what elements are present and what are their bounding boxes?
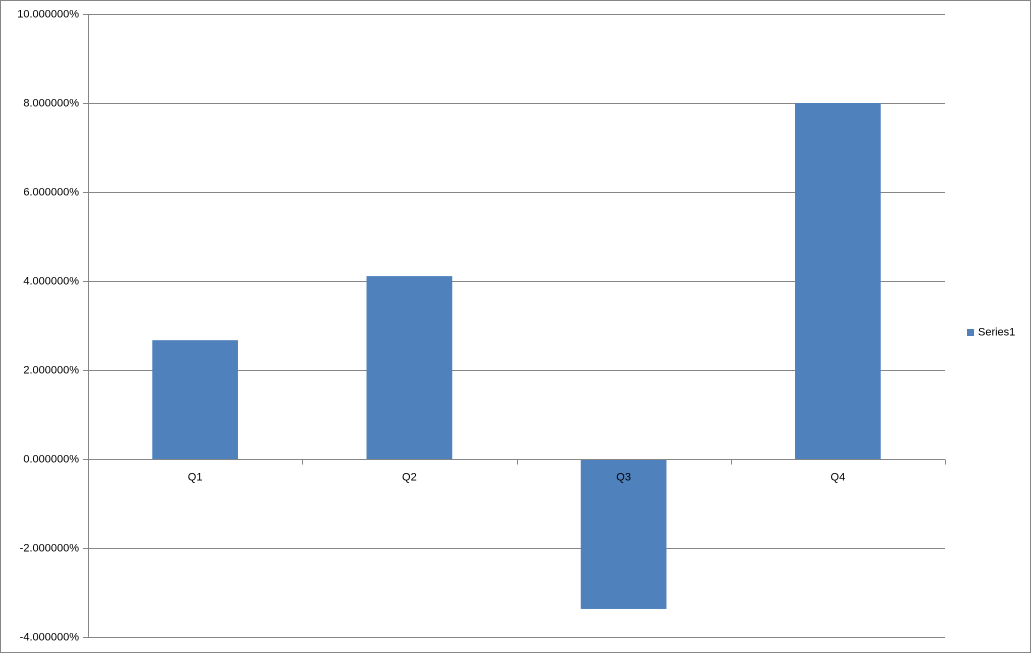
x-tick-label: Q3 xyxy=(616,471,631,483)
y-tick-label: 4.000000% xyxy=(23,275,79,287)
legend-swatch xyxy=(967,329,974,336)
bar xyxy=(795,103,881,459)
x-tick-label: Q2 xyxy=(402,471,417,483)
x-tick-label: Q4 xyxy=(831,471,846,483)
bar xyxy=(152,340,238,459)
y-tick-label: 8.000000% xyxy=(23,97,79,109)
y-tick-label: 10.000000% xyxy=(17,8,79,20)
y-tick-label: 0.000000% xyxy=(23,453,79,465)
y-tick-label: 2.000000% xyxy=(23,364,79,376)
bar xyxy=(580,459,667,609)
legend-label: Series1 xyxy=(978,326,1015,338)
bar xyxy=(366,276,453,459)
x-tick-label: Q1 xyxy=(188,471,203,483)
y-tick-label: -4.000000% xyxy=(20,631,80,643)
y-tick-label: 6.000000% xyxy=(23,186,79,198)
y-tick-label: -2.000000% xyxy=(20,542,80,554)
